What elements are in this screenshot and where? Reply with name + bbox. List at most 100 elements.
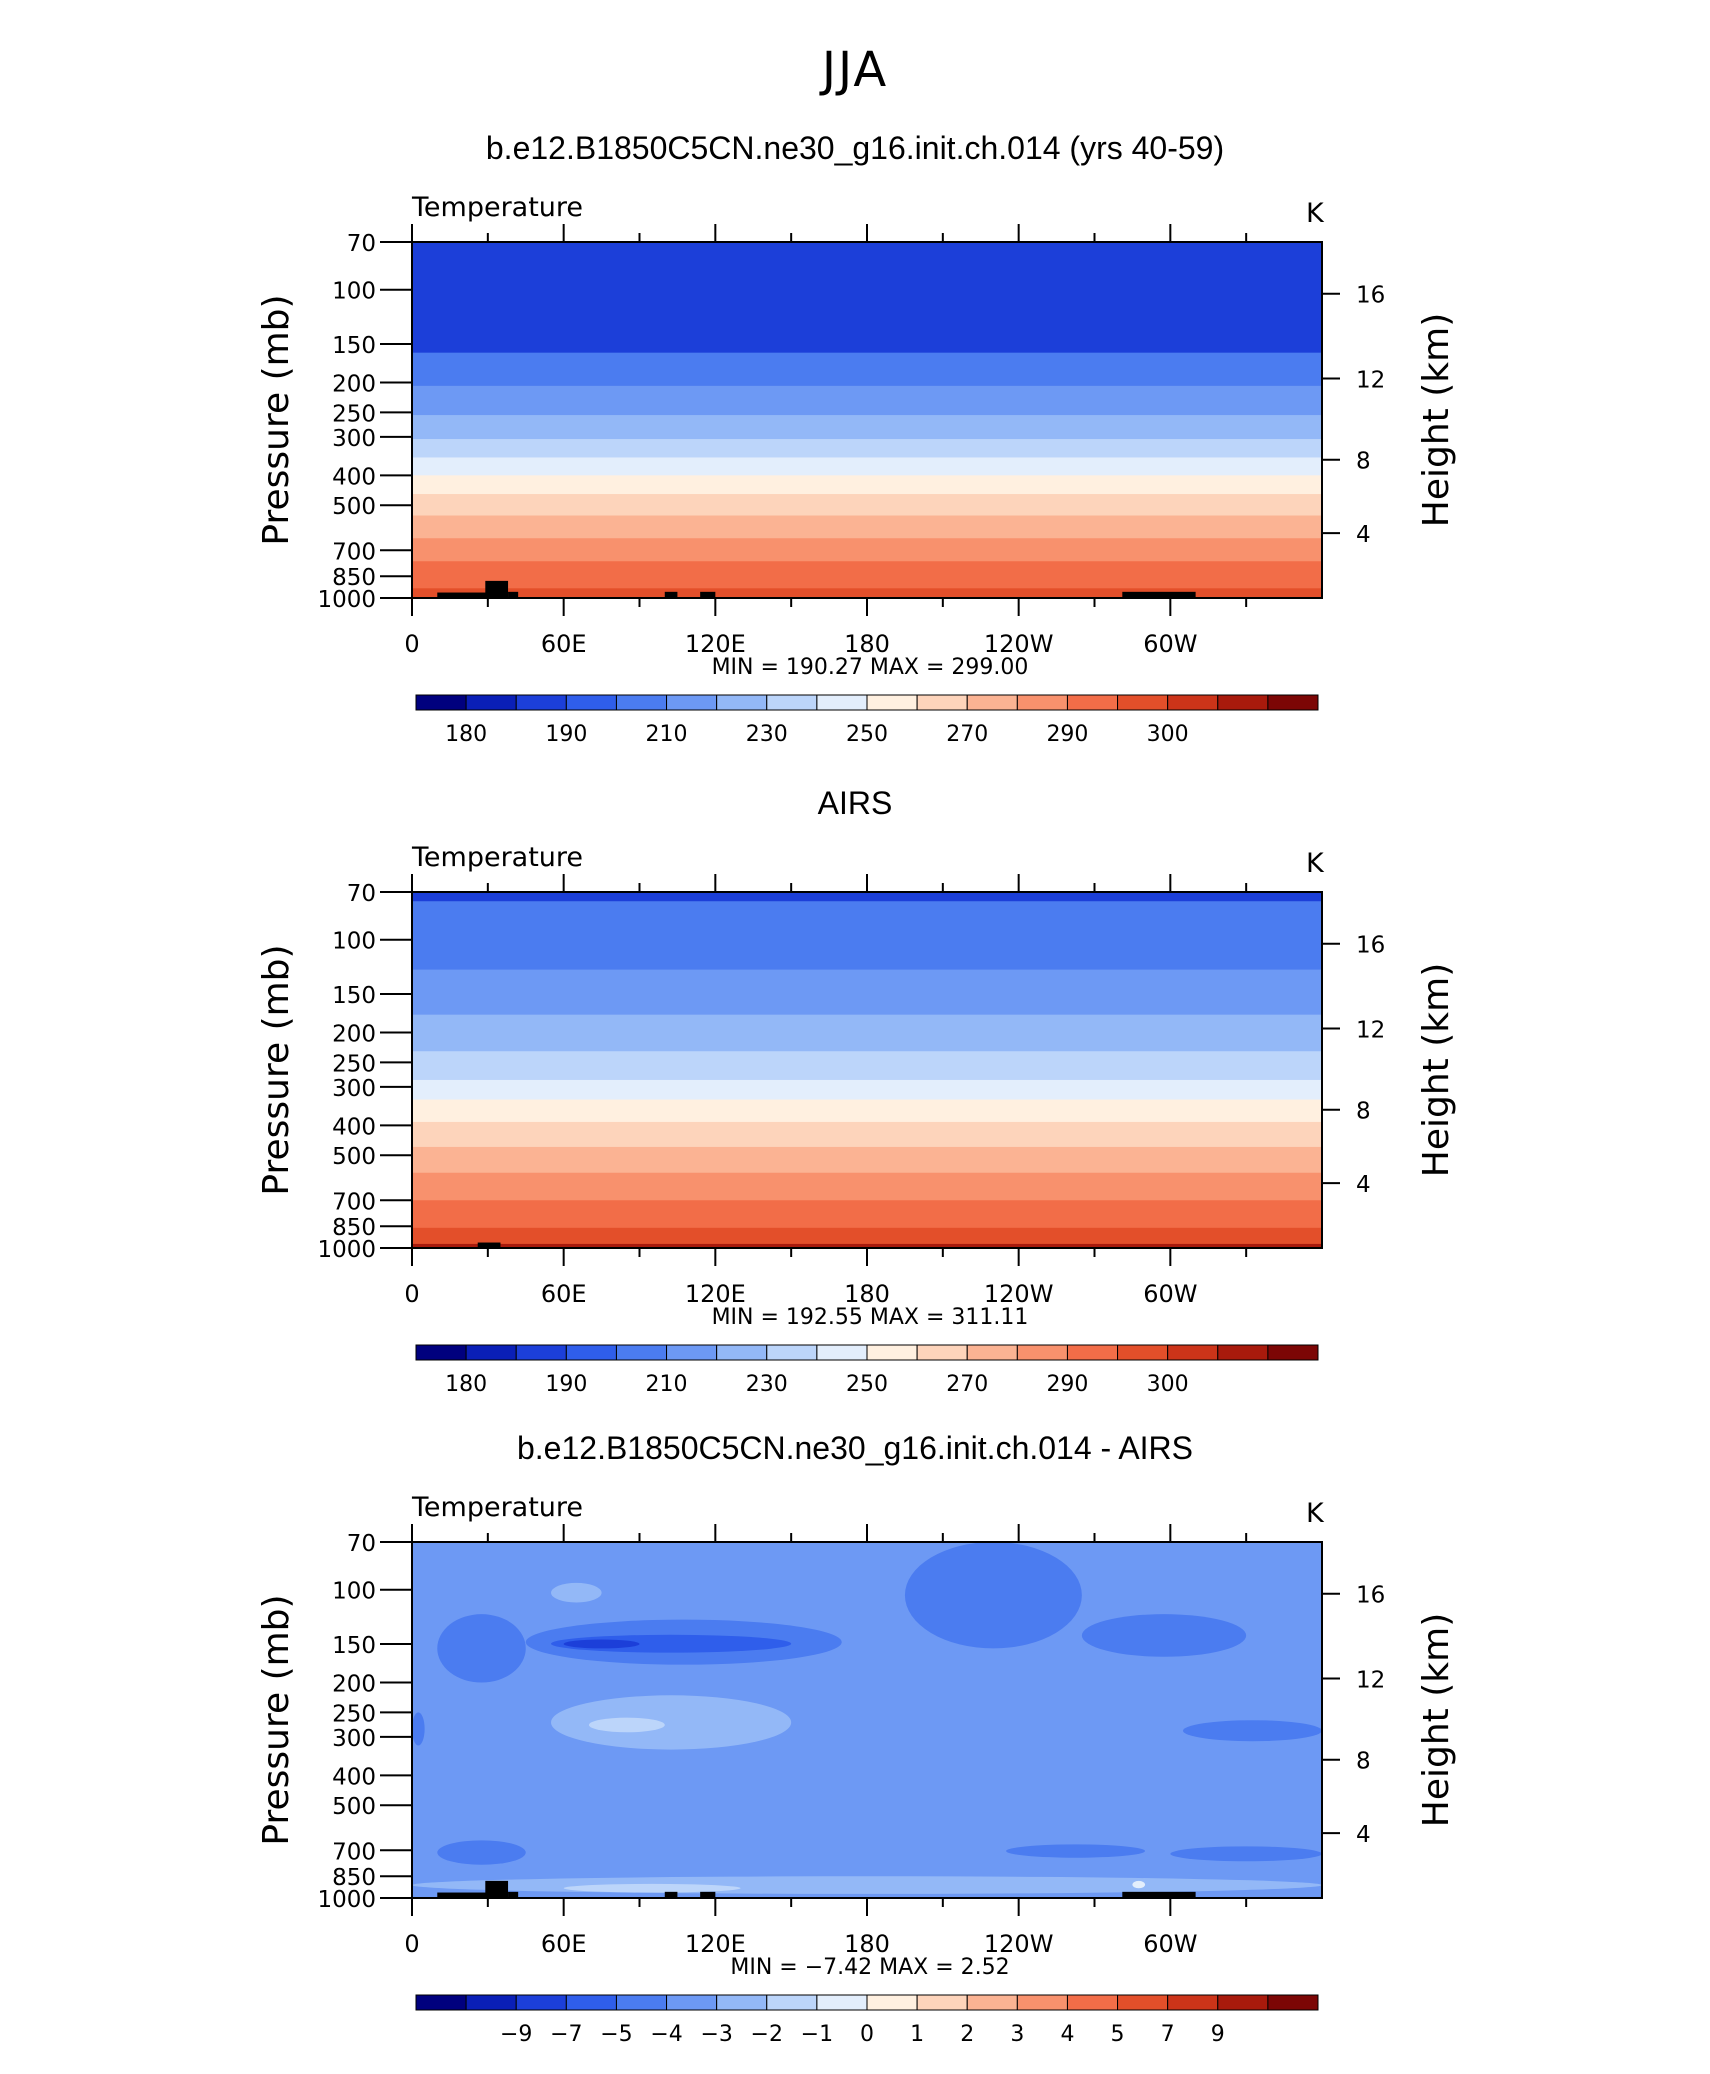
- contour-region: [588, 1717, 665, 1733]
- y-tick-label: 850: [332, 565, 376, 591]
- min-max-label: MIN = 190.27 MAX = 299.00: [712, 655, 1029, 680]
- right-tick-label: 8: [1356, 1099, 1371, 1125]
- y-tick-label: 400: [332, 1114, 376, 1140]
- y-tick-label: 250: [332, 401, 376, 427]
- y-tick-label: 400: [332, 1764, 376, 1790]
- topography-block: [1122, 1891, 1196, 1898]
- x-tick-label: 60E: [541, 630, 587, 658]
- colorbar-swatch: [766, 694, 818, 711]
- y-tick-label: 850: [332, 1215, 376, 1241]
- colorbar-label: −5: [600, 2022, 632, 2047]
- contour-region: [437, 1840, 526, 1865]
- contour-region: [1182, 1720, 1322, 1742]
- y-tick-label: 70: [347, 231, 376, 257]
- colorbar-swatch: [465, 1994, 517, 2011]
- colorbar-label: 230: [746, 1372, 788, 1397]
- colorbar-swatch: [1016, 1344, 1068, 1361]
- page-title: JJA: [821, 42, 889, 98]
- colorbar-label: 270: [946, 722, 988, 747]
- units-label: K: [1306, 198, 1325, 229]
- variable-label: Temperature: [411, 1492, 583, 1523]
- colorbar-swatch: [1217, 1994, 1269, 2011]
- colorbar-label: −2: [751, 2022, 783, 2047]
- topography-block: [437, 592, 493, 598]
- topography-block: [508, 1891, 519, 1898]
- colorbar-label: 250: [846, 722, 888, 747]
- colorbar-label: 250: [846, 1372, 888, 1397]
- right-tick-label: 12: [1356, 367, 1385, 393]
- colorbar-label: −9: [500, 2022, 532, 2047]
- contour-fills: [412, 892, 1322, 1248]
- y-tick-label: 300: [332, 1076, 376, 1102]
- colorbar-swatch: [1117, 694, 1169, 711]
- colorbar-swatch: [515, 694, 567, 711]
- min-max-label: MIN = −7.42 MAX = 2.52: [730, 1955, 1009, 1980]
- contour-region: [1081, 1614, 1247, 1657]
- contour-region: [1170, 1846, 1322, 1862]
- topography-block: [485, 1880, 509, 1898]
- difference-temperature-chart: Temperature K0 60E 120E 180 120W 60W7010015020…: [256, 1492, 1457, 2047]
- right-axis-label: Height (km): [1416, 1613, 1457, 1827]
- right-tick-label: 12: [1356, 1667, 1385, 1693]
- colorbar-swatch: [666, 1994, 718, 2011]
- contour-region: [1132, 1880, 1146, 1889]
- colorbar-swatch: [415, 1994, 467, 2011]
- colorbar-swatch: [666, 1344, 718, 1361]
- right-tick-label: 4: [1356, 522, 1371, 548]
- right-tick-label: 12: [1356, 1017, 1385, 1043]
- colorbar-swatch: [716, 1994, 768, 2011]
- colorbar-swatch: [565, 1994, 617, 2011]
- panel-1-title: b.e12.B1850C5CN.ne30_g16.init.ch.014 (yr…: [485, 130, 1225, 166]
- colorbar-label: 3: [1010, 2022, 1024, 2047]
- contour-region: [437, 1614, 526, 1683]
- contour-region: [563, 1639, 640, 1649]
- topography-block: [700, 1891, 716, 1898]
- topography-block: [664, 1891, 678, 1898]
- topography-block: [437, 1892, 493, 1898]
- x-tick-label: 60W: [1143, 630, 1197, 658]
- panel-2-title: AIRS: [817, 785, 893, 821]
- colorbar-label: 210: [646, 722, 688, 747]
- colorbar-label: −1: [801, 2022, 833, 2047]
- colorbar-swatch: [1267, 1994, 1319, 2011]
- x-tick-label: 180: [844, 1930, 890, 1958]
- y-tick-label: 70: [347, 1531, 376, 1557]
- right-tick-label: 4: [1356, 1822, 1371, 1848]
- contour-region: [412, 1876, 1322, 1894]
- x-tick-label: 0: [404, 1930, 419, 1958]
- variable-label: Temperature: [411, 842, 583, 873]
- colorbar-label: 190: [545, 1372, 587, 1397]
- colorbar-swatch: [666, 694, 718, 711]
- colorbar-label: 300: [1147, 1372, 1189, 1397]
- topography-block: [508, 591, 519, 598]
- x-tick-label: 120E: [685, 1280, 746, 1308]
- colorbar-label: 9: [1211, 2022, 1225, 2047]
- colorbar-label: 1: [910, 2022, 924, 2047]
- x-tick-label: 120W: [984, 630, 1054, 658]
- topography-block: [485, 580, 509, 598]
- panel-3-title: b.e12.B1850C5CN.ne30_g16.init.ch.014 - A…: [516, 1430, 1193, 1466]
- y-tick-label: 400: [332, 464, 376, 490]
- colorbar-swatch: [1217, 694, 1269, 711]
- colorbar-label: 230: [746, 722, 788, 747]
- colorbar-swatch: [1066, 1994, 1119, 2011]
- contour-band: [412, 1243, 1322, 1248]
- topography-block: [477, 1242, 501, 1248]
- colorbar-swatch: [415, 1344, 467, 1361]
- x-tick-label: 0: [404, 1280, 419, 1308]
- x-tick-label: 180: [844, 630, 890, 658]
- units-label: K: [1306, 848, 1325, 879]
- left-axis-label: Pressure (mb): [256, 944, 297, 1195]
- colorbar-swatch: [1167, 694, 1219, 711]
- model-temperature-chart: Temperature K 0 60E 120E 180 120W 60W 70 100 150 20…: [256, 192, 1457, 747]
- left-axis-label: Pressure (mb): [256, 294, 297, 545]
- y-tick-label: 250: [332, 1701, 376, 1727]
- x-tick-label: 60E: [541, 1280, 587, 1308]
- y-tick-label: 300: [332, 426, 376, 452]
- right-tick-label: 16: [1356, 1583, 1385, 1609]
- y-tick-label: 150: [332, 333, 376, 359]
- contour-region: [412, 1712, 425, 1746]
- y-tick-label: 1000: [317, 1887, 376, 1913]
- x-tick-label: 180: [844, 1280, 890, 1308]
- contour-region: [551, 1695, 792, 1750]
